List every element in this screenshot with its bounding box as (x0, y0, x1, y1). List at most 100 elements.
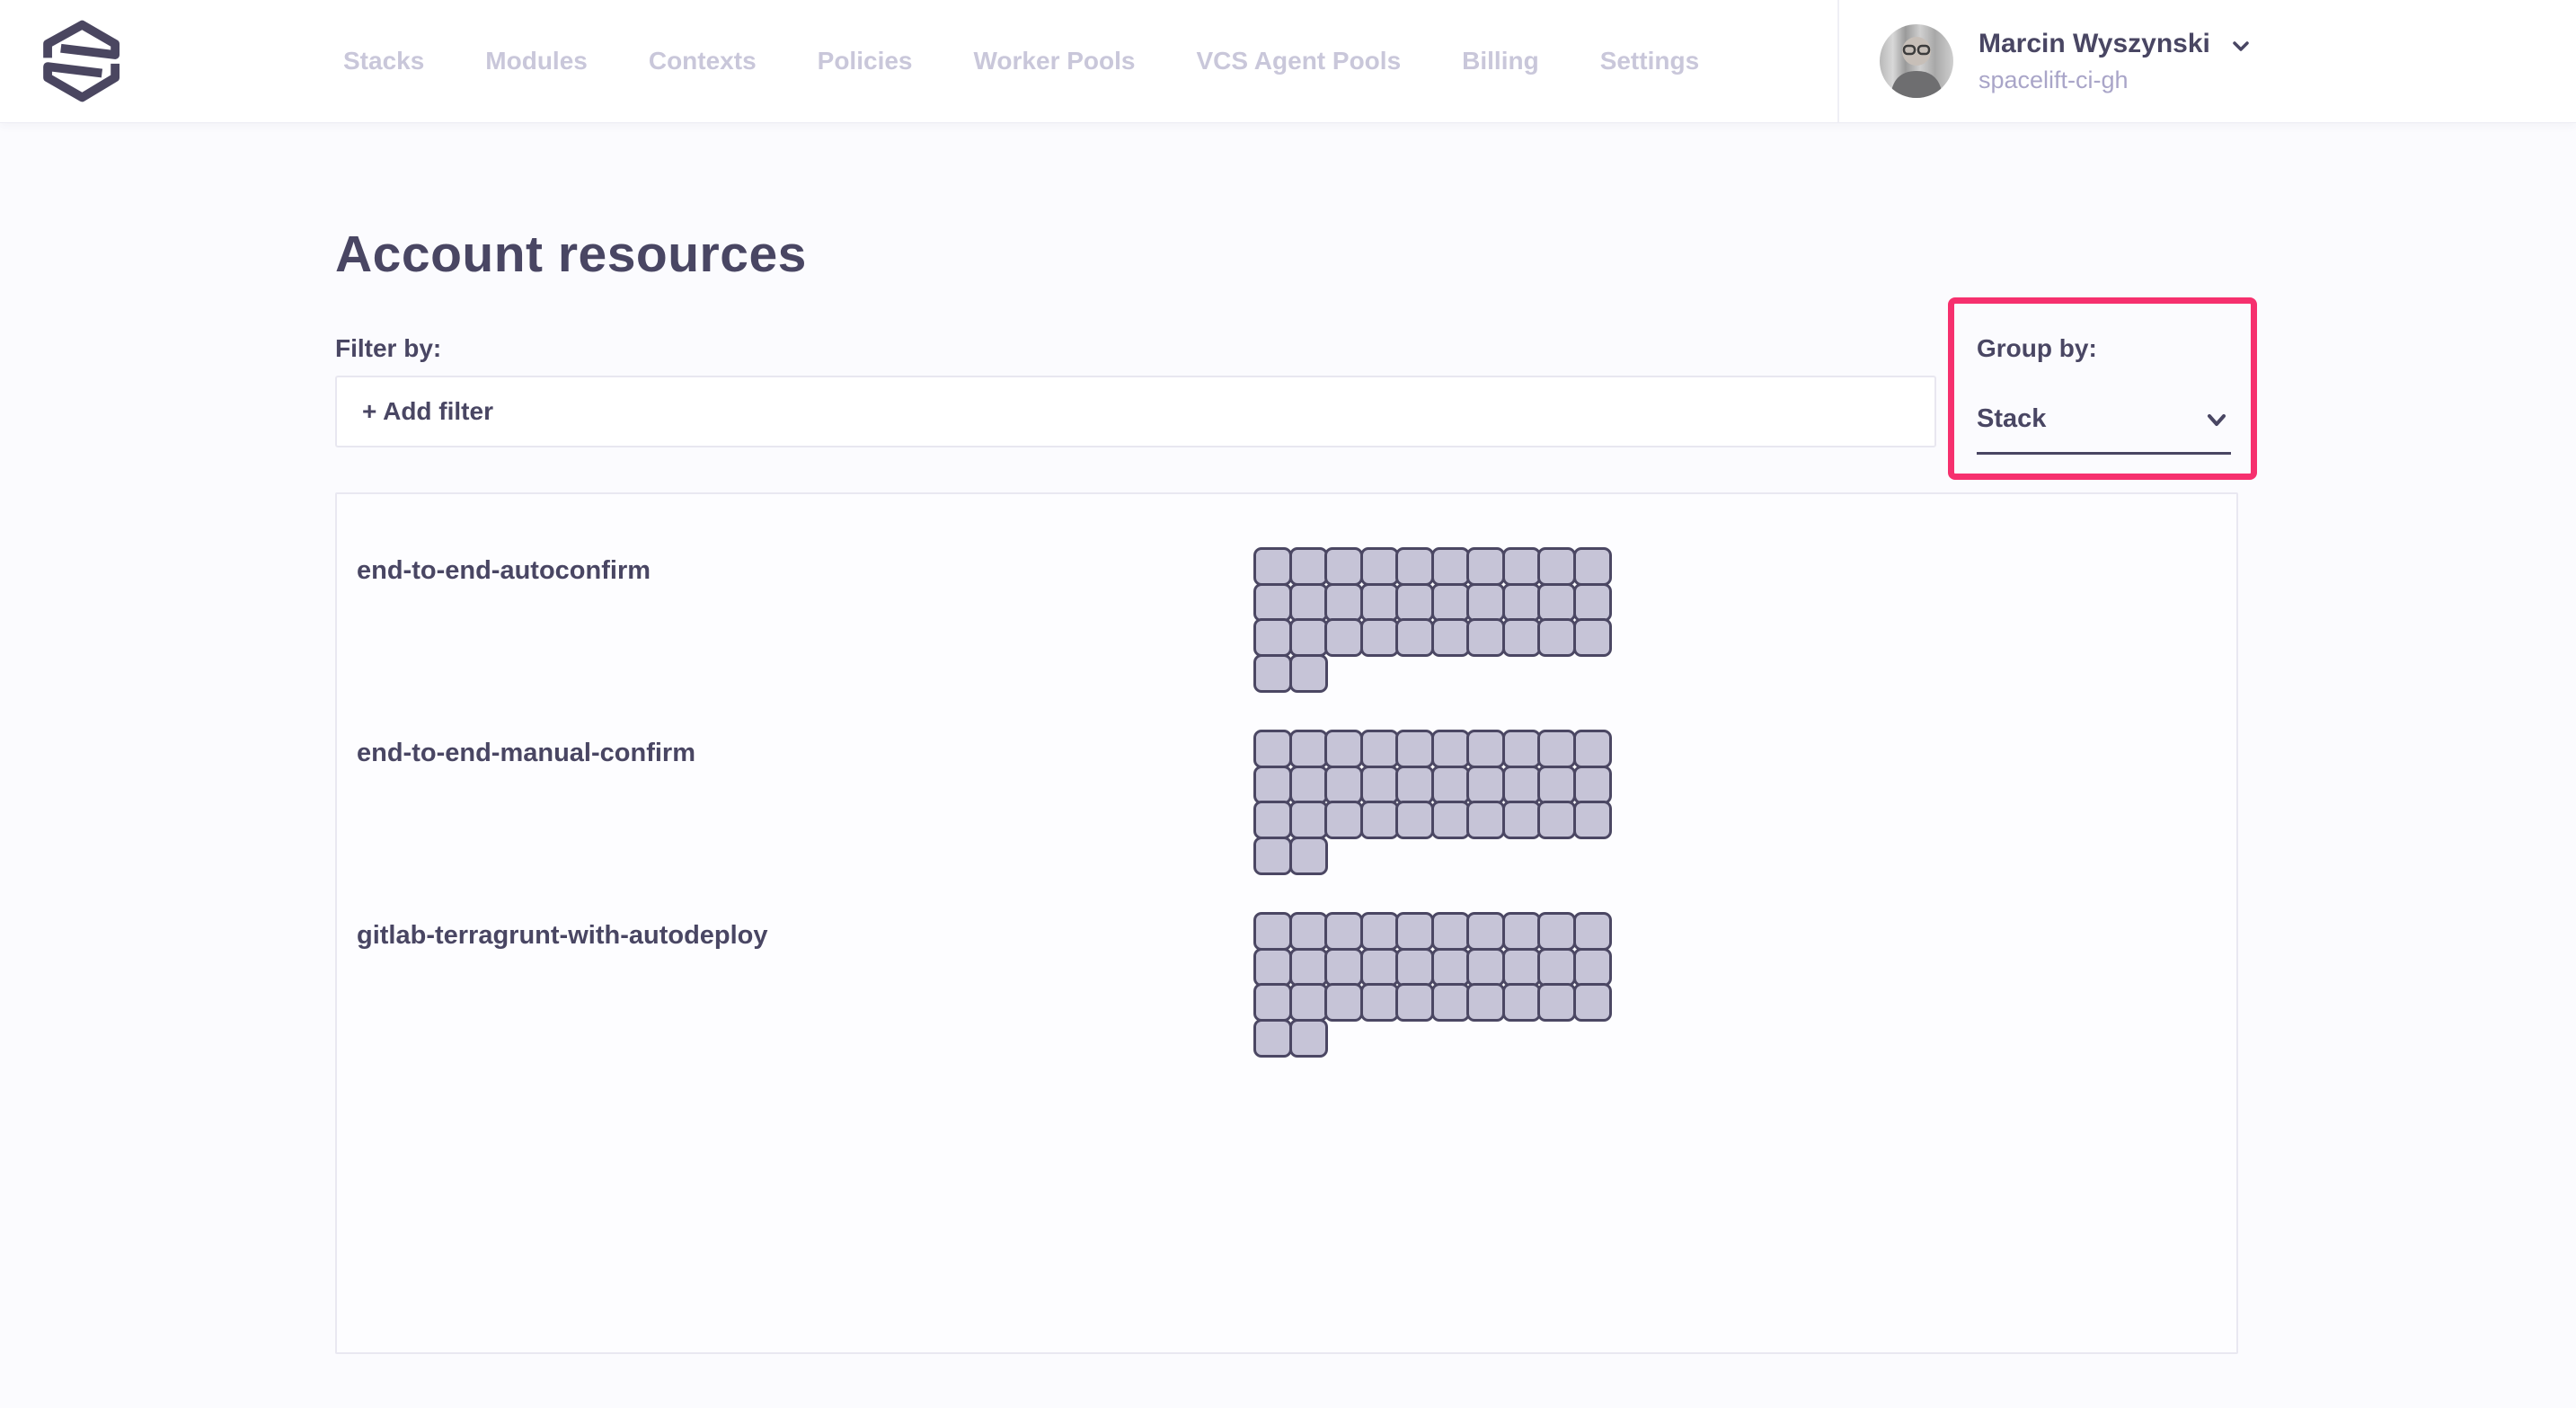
resource-tile[interactable] (1430, 618, 1470, 657)
resource-tile[interactable] (1430, 983, 1470, 1022)
resource-tile[interactable] (1466, 618, 1505, 657)
resource-tile[interactable] (1324, 618, 1363, 657)
group-by-dropdown[interactable]: Stack (1977, 404, 2231, 455)
resource-tile[interactable] (1288, 912, 1328, 951)
resource-tile[interactable] (1359, 582, 1399, 622)
resource-tile[interactable] (1324, 765, 1363, 804)
resource-tile[interactable] (1359, 730, 1399, 768)
resource-tile[interactable] (1537, 947, 1576, 987)
resource-tile[interactable] (1359, 765, 1399, 804)
resource-tile[interactable] (1288, 836, 1328, 875)
resource-tile[interactable] (1253, 653, 1292, 693)
resource-tile[interactable] (1466, 947, 1505, 987)
resource-tile[interactable] (1288, 730, 1328, 768)
resource-tile[interactable] (1537, 547, 1576, 586)
resource-tile[interactable] (1430, 730, 1470, 768)
resource-tile[interactable] (1430, 912, 1470, 951)
resource-tile[interactable] (1395, 765, 1434, 804)
resource-tile[interactable] (1395, 547, 1434, 586)
resource-tile[interactable] (1324, 730, 1363, 768)
resource-tile[interactable] (1537, 730, 1576, 768)
resource-tile[interactable] (1253, 1018, 1292, 1058)
resource-tile[interactable] (1324, 801, 1363, 839)
resource-tile[interactable] (1537, 983, 1576, 1022)
resource-tile[interactable] (1430, 547, 1470, 586)
spacelift-logo-icon[interactable] (36, 9, 128, 113)
resource-tile[interactable] (1537, 618, 1576, 657)
resource-tile[interactable] (1501, 801, 1541, 839)
resource-tile[interactable] (1359, 547, 1399, 586)
resource-tile[interactable] (1537, 582, 1576, 622)
resource-tile[interactable] (1253, 912, 1292, 951)
resource-tile[interactable] (1288, 1018, 1328, 1058)
resource-tile[interactable] (1253, 947, 1292, 987)
nav-item-worker-pools[interactable]: Worker Pools (973, 47, 1136, 75)
resource-tile[interactable] (1466, 582, 1505, 622)
resource-tile[interactable] (1572, 582, 1612, 622)
resource-tile[interactable] (1572, 618, 1612, 657)
nav-item-stacks[interactable]: Stacks (343, 47, 425, 75)
resource-tile[interactable] (1501, 730, 1541, 768)
resource-tile[interactable] (1537, 912, 1576, 951)
resource-tile[interactable] (1395, 730, 1434, 768)
resource-tile[interactable] (1501, 582, 1541, 622)
resource-tile[interactable] (1572, 801, 1612, 839)
resource-tile[interactable] (1466, 765, 1505, 804)
resource-tile[interactable] (1324, 947, 1363, 987)
resource-tile[interactable] (1359, 947, 1399, 987)
resource-tile[interactable] (1572, 547, 1612, 586)
resource-tile[interactable] (1253, 765, 1292, 804)
resource-tile[interactable] (1253, 730, 1292, 768)
resource-tile[interactable] (1466, 912, 1505, 951)
nav-item-modules[interactable]: Modules (485, 47, 588, 75)
resource-tile[interactable] (1253, 836, 1292, 875)
resource-tile[interactable] (1501, 547, 1541, 586)
resource-tile[interactable] (1288, 801, 1328, 839)
filter-bar[interactable]: + Add filter (335, 376, 1936, 447)
resource-tile[interactable] (1430, 582, 1470, 622)
resource-tile[interactable] (1572, 912, 1612, 951)
resource-tile[interactable] (1288, 618, 1328, 657)
resource-tile[interactable] (1501, 912, 1541, 951)
resource-tile[interactable] (1359, 801, 1399, 839)
resource-tile[interactable] (1395, 582, 1434, 622)
resource-tile[interactable] (1430, 765, 1470, 804)
resource-tile[interactable] (1572, 983, 1612, 1022)
resource-tile[interactable] (1430, 801, 1470, 839)
resource-tile[interactable] (1430, 947, 1470, 987)
resource-tile[interactable] (1324, 912, 1363, 951)
resource-tile[interactable] (1572, 730, 1612, 768)
resource-tile[interactable] (1324, 582, 1363, 622)
resource-tile[interactable] (1395, 618, 1434, 657)
resource-tile[interactable] (1395, 912, 1434, 951)
resource-tile[interactable] (1501, 618, 1541, 657)
resource-tile[interactable] (1466, 730, 1505, 768)
resource-tile[interactable] (1253, 582, 1292, 622)
resource-tile[interactable] (1359, 912, 1399, 951)
resource-tile[interactable] (1395, 947, 1434, 987)
resource-tile[interactable] (1288, 947, 1328, 987)
resource-tile[interactable] (1466, 801, 1505, 839)
resource-tile[interactable] (1359, 618, 1399, 657)
resource-tile[interactable] (1359, 983, 1399, 1022)
add-filter-button[interactable]: + Add filter (362, 397, 493, 425)
resource-tile[interactable] (1253, 801, 1292, 839)
resource-tile[interactable] (1253, 547, 1292, 586)
resource-tile[interactable] (1288, 765, 1328, 804)
resource-tile[interactable] (1466, 547, 1505, 586)
resource-tile[interactable] (1501, 765, 1541, 804)
resource-tile[interactable] (1288, 653, 1328, 693)
resource-tile[interactable] (1395, 801, 1434, 839)
user-menu[interactable]: Marcin Wyszynski spacelift-ci-gh (1880, 0, 2253, 122)
resource-tile[interactable] (1537, 765, 1576, 804)
resource-tile[interactable] (1253, 618, 1292, 657)
nav-item-vcs-agent-pools[interactable]: VCS Agent Pools (1196, 47, 1402, 75)
resource-tile[interactable] (1288, 547, 1328, 586)
nav-item-settings[interactable]: Settings (1599, 47, 1700, 75)
resource-tile[interactable] (1466, 983, 1505, 1022)
resource-tile[interactable] (1501, 947, 1541, 987)
resource-tile[interactable] (1253, 983, 1292, 1022)
resource-tile[interactable] (1288, 582, 1328, 622)
resource-tile[interactable] (1288, 983, 1328, 1022)
resource-tile[interactable] (1395, 983, 1434, 1022)
